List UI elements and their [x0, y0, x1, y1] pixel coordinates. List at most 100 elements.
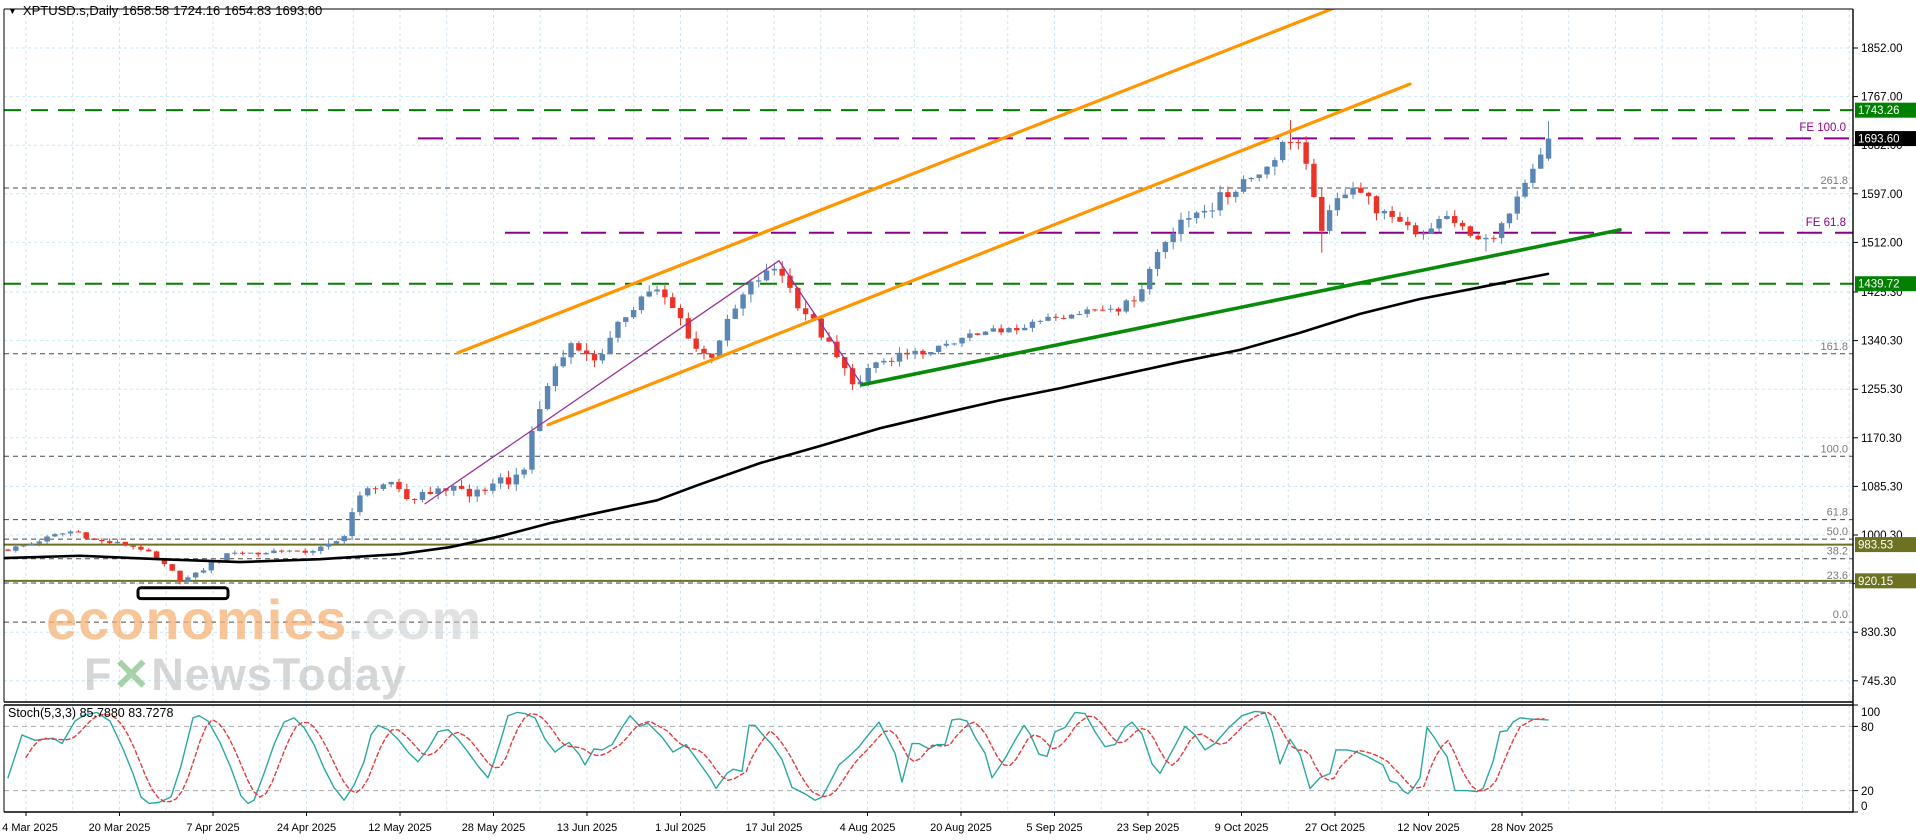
candle-body: [1272, 160, 1278, 167]
candle-body: [185, 577, 191, 582]
date-tick-label: 9 Oct 2025: [1215, 822, 1269, 834]
candle-body: [677, 307, 684, 319]
price-badge: [1855, 573, 1916, 589]
date-tick-label: 12 May 2025: [368, 822, 432, 834]
stoch-level-label: 80: [1861, 722, 1874, 734]
candle-body: [544, 386, 551, 410]
price-badge-label: 920.15: [1858, 576, 1893, 588]
candle-body: [951, 343, 957, 345]
price-tick-label: 745.30: [1861, 676, 1896, 688]
candle-body: [709, 353, 715, 358]
candle-body: [1131, 300, 1137, 302]
stoch-d-line: [25, 711, 1545, 803]
price-axis[interactable]: 1852.001767.001682.001597.001512.001425.…: [1853, 43, 1916, 813]
candle-body: [372, 488, 379, 490]
candle-body: [1405, 221, 1411, 226]
candle-body: [1248, 177, 1255, 180]
candle-body: [294, 550, 301, 552]
candle-body: [912, 350, 918, 355]
candle-body: [1240, 179, 1247, 192]
candle-body: [943, 343, 950, 346]
candle-body: [1303, 142, 1309, 164]
candle-body: [1287, 142, 1294, 144]
date-tick-label: 20 Mar 2025: [89, 822, 151, 834]
candle-body: [388, 481, 394, 485]
fib-level-label: 23.6: [1827, 570, 1848, 582]
date-tick-label: 5 Sep 2025: [1026, 822, 1082, 834]
candle-body: [1514, 196, 1520, 214]
candle-body: [1014, 328, 1020, 331]
watermark-brand-suffix: .com: [347, 588, 483, 651]
candle-body: [787, 275, 793, 288]
candle-body: [232, 552, 238, 554]
candle-body: [1217, 192, 1223, 211]
candle-body: [576, 343, 582, 351]
date-tick-label: 27 Oct 2025: [1305, 822, 1365, 834]
candle-body: [44, 536, 50, 542]
candle-body: [1100, 309, 1106, 311]
ohlc-close: 1693.60: [275, 3, 323, 18]
green-uptrend-line: [860, 228, 1622, 387]
candle-body: [1475, 235, 1481, 240]
chart-title-bar: ▼ XPTUSD.s,Daily 1658.58 1724.16 1654.83 1693…: [8, 3, 326, 18]
symbol-dropdown-icon[interactable]: ▼: [8, 6, 17, 16]
candle-body: [873, 362, 879, 368]
price-badge: [1855, 537, 1916, 553]
support-highlight-box: [136, 586, 230, 601]
candle-body: [380, 484, 387, 489]
time-axis[interactable]: 4 Mar 2025 20 Mar 2025 7 Apr 2025 24 Apr 20…: [2, 812, 1553, 834]
candle-body: [888, 360, 895, 362]
candle-body: [1068, 314, 1075, 319]
candle-body: [1444, 216, 1450, 220]
candle-body: [771, 268, 778, 271]
candle-body: [529, 430, 535, 470]
candle-body: [521, 469, 527, 475]
candle-body: [365, 488, 371, 496]
candle-body: [583, 350, 590, 355]
candle-body: [701, 348, 707, 354]
candle-body: [1209, 210, 1215, 212]
candle-body: [881, 360, 887, 363]
candle-body: [1389, 210, 1395, 217]
candle-body: [286, 550, 293, 552]
ohlc-high: 1724.16: [173, 3, 221, 18]
candle-body: [685, 318, 692, 339]
candle-body: [75, 531, 82, 533]
candle-body: [959, 337, 965, 344]
candle-body: [1084, 309, 1090, 314]
candle-body: [161, 558, 168, 565]
stoch-indicator-label: Stoch(5,3,3) 85.7880 83.7278: [8, 706, 174, 720]
candle-body: [396, 481, 402, 490]
candle-body: [1154, 252, 1161, 269]
candle-body: [1029, 321, 1036, 328]
date-tick-label: 20 Aug 2025: [930, 822, 992, 834]
stoch-level-label: 20: [1861, 786, 1874, 798]
candle-body: [451, 485, 457, 491]
candle-body: [904, 352, 910, 355]
candle-body: [255, 552, 261, 555]
orange-channel-upper: [456, 9, 1336, 355]
candle-body: [967, 333, 973, 338]
moving-average-black: [4, 272, 1550, 564]
candle-body: [607, 337, 613, 355]
candle-body: [779, 268, 785, 276]
candle-body: [654, 289, 660, 292]
candle-body: [724, 318, 731, 341]
price-badge-label: 1439.72: [1858, 279, 1900, 291]
price-tick-label: 1852.00: [1861, 43, 1903, 55]
candle-body: [52, 534, 58, 537]
overlays-layer: [4, 9, 1622, 601]
candle-body: [1225, 192, 1231, 198]
candle-body: [1545, 138, 1552, 159]
candle-body: [842, 357, 848, 369]
candle-body: [670, 297, 676, 308]
candle-body: [974, 333, 981, 335]
price-tick-label: 1512.00: [1861, 237, 1903, 249]
date-tick-label: 1 Jul 2025: [655, 822, 706, 834]
candle-body: [13, 546, 19, 551]
date-tick-label: 4 Aug 2025: [840, 822, 896, 834]
candle-body: [1350, 187, 1356, 195]
price-tick-label: 1767.00: [1861, 92, 1903, 104]
